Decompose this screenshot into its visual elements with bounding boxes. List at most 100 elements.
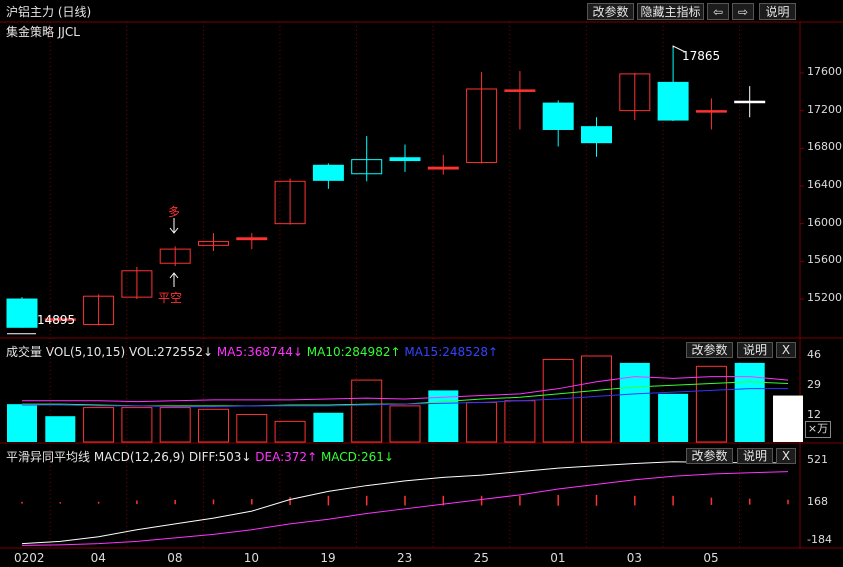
- candle-body-up: [121, 270, 153, 298]
- candle-body-up: [466, 88, 498, 163]
- volume-bar-up: [83, 407, 115, 443]
- candle-body-up: [351, 159, 383, 175]
- diff-line: [21, 461, 788, 545]
- candle-body-down: [657, 81, 689, 121]
- date-tick-label: 08: [167, 551, 183, 565]
- price-tick-label: 16800: [807, 140, 842, 154]
- price-tick-label: 17200: [807, 102, 842, 116]
- macd-params: MACD(12,26,9): [93, 450, 185, 464]
- ma10-value: MA10:284982↑: [306, 345, 401, 359]
- candle-body-down: [389, 157, 421, 162]
- close-short-signal-label: 平空: [158, 291, 183, 305]
- volume-bar-up: [159, 407, 191, 443]
- change-params-button[interactable]: 改参数: [587, 3, 634, 20]
- volume-tick-12: 12: [807, 408, 821, 421]
- volume-bar-down: [734, 362, 765, 442]
- candle-body-up: [274, 180, 306, 225]
- hide-main-indicator-button[interactable]: 隐藏主指标: [637, 3, 704, 20]
- candle-body-down: [6, 298, 38, 328]
- dea-line: [21, 471, 789, 546]
- volume-bar-down: [313, 412, 344, 442]
- volume-bar-up: [121, 407, 153, 443]
- low-price-label: 14895: [37, 313, 76, 327]
- volume-unit-label: ×万: [805, 421, 831, 438]
- price-tick-label: 17600: [807, 64, 842, 78]
- volume-bar-up: [542, 358, 574, 443]
- volume-value: VOL:272552↓: [128, 345, 214, 359]
- ma5-value: MA5:368744↓: [216, 345, 303, 359]
- date-tick-label: 01: [550, 551, 566, 565]
- volume-bar-up: [466, 401, 498, 443]
- candle-body-up: [619, 73, 651, 112]
- macd-close-button[interactable]: X: [776, 448, 796, 464]
- volume-bar-up: [274, 420, 306, 443]
- price-tick-label: 15600: [807, 253, 842, 267]
- ma15-line: [22, 388, 788, 408]
- candle-body-down: [44, 318, 76, 321]
- date-tick-label: 10: [243, 551, 260, 565]
- volume-bar-down: [619, 362, 650, 442]
- date-tick-label: 03: [626, 551, 643, 565]
- volume-label: 成交量: [6, 345, 43, 359]
- candle-body-down: [236, 237, 268, 241]
- volume-bar-down: [658, 393, 689, 442]
- diff-value: DIFF:503↓: [188, 450, 252, 464]
- date-tick-label: 05: [703, 551, 719, 565]
- macd-change-params-button[interactable]: 改参数: [686, 448, 733, 464]
- candle-body-down: [542, 102, 574, 130]
- volume-close-button[interactable]: X: [776, 342, 796, 358]
- volume-bar-down: [45, 416, 76, 442]
- volume-bar-up: [198, 408, 229, 443]
- buy-arrow-head: [169, 227, 179, 234]
- volume-params: VOL(5,10,15): [45, 345, 126, 359]
- candle-body-down: [695, 110, 727, 113]
- close-short-arrow-head: [169, 272, 179, 279]
- help-button[interactable]: 说明: [759, 3, 796, 20]
- ma15-value: MA15:248528↑: [404, 345, 499, 359]
- price-tick-label: 16400: [807, 178, 842, 191]
- volume-bar-up: [236, 413, 268, 443]
- high-price-label: 17865: [682, 49, 721, 63]
- candle-body-down: [427, 166, 459, 170]
- date-tick-label: 25: [473, 551, 489, 565]
- volume-bar-down: [428, 390, 459, 442]
- candle-body-up: [159, 248, 191, 264]
- volume-tick-46: 46: [807, 348, 821, 361]
- macd-tick-521: 521: [807, 453, 828, 466]
- volume-bar: [773, 395, 803, 442]
- macd-tick-168: 168: [807, 495, 828, 508]
- candle-body-down: [581, 126, 612, 144]
- macd-value: MACD:261↓: [320, 450, 394, 464]
- dea-value: DEA:372↑: [255, 450, 318, 464]
- chart-title: 沪铝主力 (日线): [6, 5, 92, 19]
- candle-body-down: [504, 89, 536, 92]
- date-tick-label: 19: [320, 551, 336, 565]
- volume-help-button[interactable]: 说明: [737, 342, 773, 358]
- arrow-right-icon[interactable]: ⇨: [732, 3, 754, 20]
- ma5-line: [22, 376, 789, 403]
- volume-change-params-button[interactable]: 改参数: [686, 342, 733, 358]
- volume-tick-29: 29: [807, 378, 821, 391]
- macd-help-button[interactable]: 说明: [737, 448, 773, 464]
- arrow-left-icon[interactable]: ⇦: [707, 3, 729, 20]
- top-header: 沪铝主力 (日线) 改参数 隐藏主指标 ⇦ ⇨ 说明: [0, 0, 843, 22]
- volume-panel-header: 成交量 VOL(5,10,15) VOL:272552↓ MA5:368744↓…: [6, 343, 498, 360]
- volume-bar-up: [389, 405, 421, 443]
- date-tick-label: 04: [90, 551, 106, 565]
- macd-label: 平滑异同平均线: [6, 450, 91, 464]
- candle-body-up: [198, 241, 229, 246]
- high-marker: [672, 45, 686, 53]
- candle-body-down: [734, 100, 766, 104]
- volume-bar-up: [581, 355, 612, 443]
- price-tick-label: 15200: [807, 291, 842, 305]
- price-tick-label: 16000: [807, 215, 842, 229]
- candle-body-up: [83, 295, 115, 325]
- date-tick-label: 23: [397, 551, 413, 565]
- indicator-name: 集金策略 JJCL: [6, 25, 80, 39]
- macd-tick-neg184: -184: [807, 533, 832, 546]
- volume-bar-down: [7, 404, 37, 442]
- date-tick-label: 0202: [14, 551, 45, 565]
- candle-body-down: [312, 164, 344, 181]
- buy-signal-label: 多: [168, 205, 181, 219]
